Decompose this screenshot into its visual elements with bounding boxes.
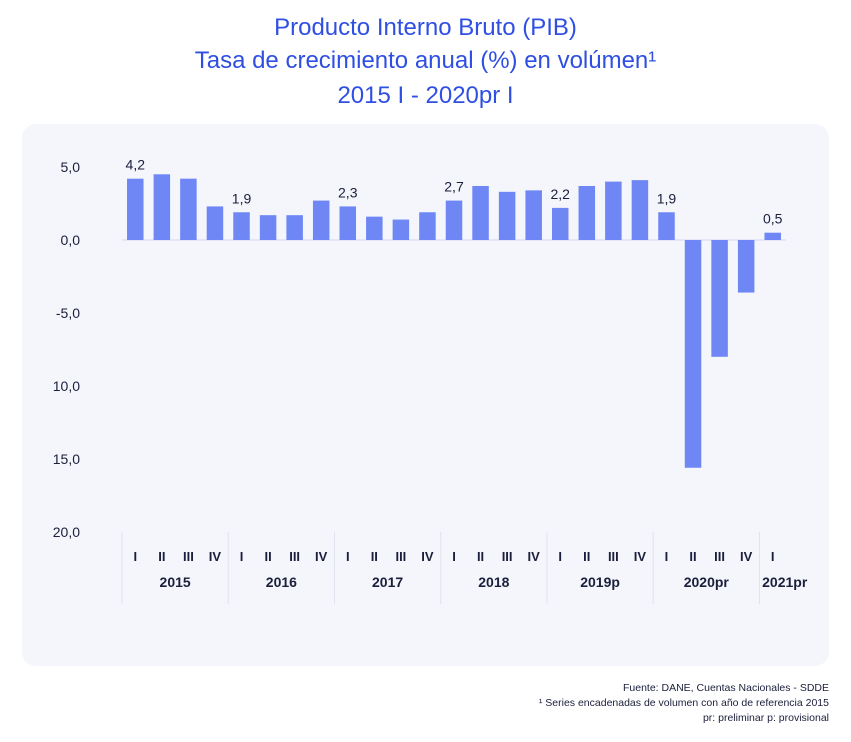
year-group-label: 2016 xyxy=(266,574,297,590)
footer-note: ¹ Series encadenadas de volumen con año … xyxy=(538,697,829,709)
quarter-tick-label: II xyxy=(264,549,271,564)
bar xyxy=(445,200,463,240)
bar xyxy=(259,215,277,240)
bar xyxy=(711,240,728,357)
data-label: 2,3 xyxy=(338,184,358,200)
quarter-tick-label: IV xyxy=(421,549,434,564)
bar xyxy=(551,207,569,240)
year-group-label: 2019p xyxy=(580,574,620,590)
data-label: 4,2 xyxy=(126,157,146,173)
quarter-tick-label: IV xyxy=(634,549,647,564)
bar xyxy=(631,180,649,240)
quarter-tick-label: II xyxy=(477,549,484,564)
bar xyxy=(339,206,357,240)
quarter-tick-label: IV xyxy=(209,549,222,564)
quarter-tick-label: II xyxy=(158,549,165,564)
bar xyxy=(737,240,755,293)
quarter-tick-label: I xyxy=(771,549,775,564)
data-label: 1,9 xyxy=(657,190,677,206)
bar xyxy=(206,206,224,240)
bar xyxy=(605,181,622,240)
y-tick-label: 5,0 xyxy=(61,159,81,175)
chart-title-line-2: Tasa de crecimiento anual (%) en volúmen… xyxy=(194,47,657,74)
year-group-label: 2020pr xyxy=(684,574,730,590)
quarter-tick-label: I xyxy=(558,549,562,564)
data-label: 2,7 xyxy=(444,179,464,195)
quarter-tick-label: I xyxy=(133,549,137,564)
bar xyxy=(578,185,596,240)
data-label: 0,5 xyxy=(763,211,783,227)
quarter-tick-label: I xyxy=(452,549,456,564)
footer-source: Fuente: DANE, Cuentas Nacionales - SDDE xyxy=(622,682,829,694)
quarter-tick-label: III xyxy=(395,549,406,564)
quarter-tick-label: III xyxy=(502,549,513,564)
quarter-tick-label: II xyxy=(689,549,696,564)
quarter-tick-label: II xyxy=(583,549,590,564)
quarter-tick-label: III xyxy=(289,549,300,564)
quarter-tick-label: III xyxy=(714,549,725,564)
bar xyxy=(392,219,410,240)
year-group-label: 2015 xyxy=(160,574,191,590)
chart-title-line-1: Producto Interno Bruto (PIB) xyxy=(274,14,577,41)
quarter-tick-label: IV xyxy=(315,549,328,564)
quarter-tick-label: I xyxy=(346,549,350,564)
bar xyxy=(153,174,171,240)
y-tick-label: -5,0 xyxy=(56,305,80,321)
bar xyxy=(366,216,383,240)
bar xyxy=(127,178,144,240)
bar xyxy=(233,212,250,240)
bar xyxy=(419,212,436,240)
year-group-label: 2017 xyxy=(372,574,403,590)
y-tick-label: 20,0 xyxy=(53,524,80,540)
bar xyxy=(286,215,303,240)
quarter-tick-label: II xyxy=(371,549,378,564)
quarter-tick-label: I xyxy=(665,549,669,564)
bar xyxy=(180,178,197,240)
quarter-tick-label: III xyxy=(183,549,194,564)
quarter-tick-label: I xyxy=(240,549,244,564)
bar xyxy=(472,185,489,240)
chart-title-line-3: 2015 I - 2020pr I xyxy=(337,82,514,109)
year-group-label: 2021pr xyxy=(762,574,808,590)
bar xyxy=(312,200,330,240)
bar xyxy=(684,240,702,468)
quarter-tick-label: IV xyxy=(528,549,541,564)
bar xyxy=(658,212,675,240)
y-tick-label: 15,0 xyxy=(53,451,80,467)
bar xyxy=(498,191,516,240)
y-tick-label: 0,0 xyxy=(61,232,81,248)
quarter-tick-label: IV xyxy=(740,549,753,564)
bar xyxy=(525,190,542,240)
footer-abbreviations: pr: preliminar p: provisional xyxy=(702,712,829,724)
data-label: 2,2 xyxy=(551,186,571,202)
year-group-label: 2018 xyxy=(478,574,509,590)
y-tick-label: 10,0 xyxy=(53,378,80,394)
quarter-tick-label: III xyxy=(608,549,619,564)
data-label: 1,9 xyxy=(232,190,252,206)
bar xyxy=(764,232,781,240)
